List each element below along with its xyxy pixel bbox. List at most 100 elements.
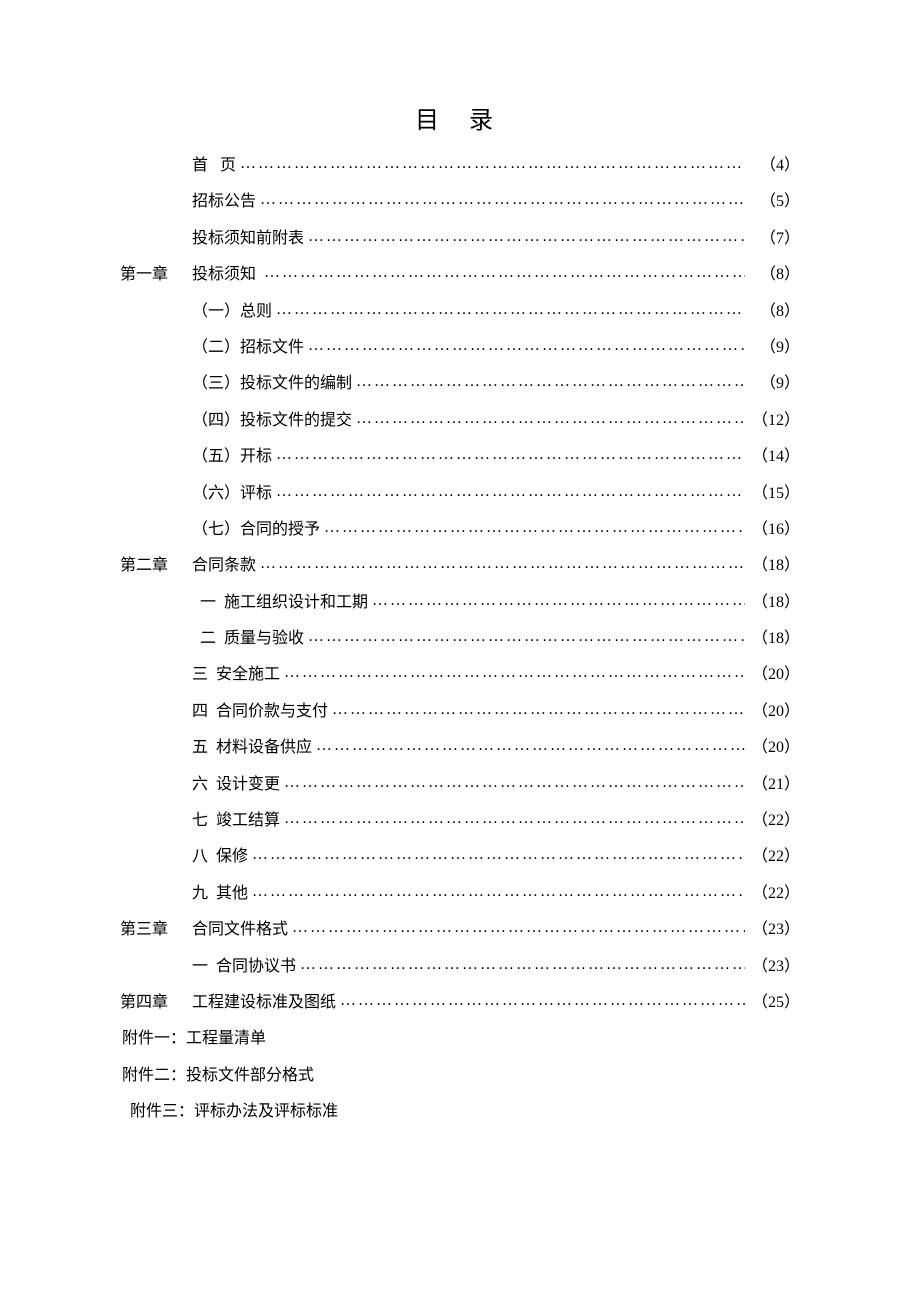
toc-page: （22） [745, 883, 800, 905]
toc-page: （21） [745, 774, 800, 796]
toc-row: （七）合同的授予……………………………………………………………………………………… [120, 519, 800, 541]
toc-dots: …………………………………………………………………………………………………………… [236, 153, 745, 175]
toc-page: （20） [745, 701, 800, 723]
toc-page: （8） [745, 264, 800, 286]
toc-row: 一 施工组织设计和工期……………………………………………………………………………… [120, 592, 800, 614]
toc-row: 八 保修………………………………………………………………………………………………… [120, 846, 800, 868]
toc-row: 招标公告………………………………………………………………………………………………… [120, 191, 800, 213]
toc-page: （9） [745, 373, 800, 395]
toc-label: 一 合同协议书 [192, 956, 296, 978]
toc-label: 合同条款 [192, 555, 256, 577]
toc-page: （16） [745, 519, 800, 541]
toc-row: （四）投标文件的提交………………………………………………………………………………… [120, 410, 800, 432]
toc-dots: …………………………………………………………………………………………………………… [256, 189, 745, 211]
toc-page: （22） [745, 810, 800, 832]
toc-dots: …………………………………………………………………………………………………………… [304, 335, 745, 357]
toc-row: 第二章合同条款………………………………………………………………………………………… [120, 555, 800, 577]
toc-label: （六）评标 [192, 483, 272, 505]
toc-label: 五 材料设备供应 [192, 737, 312, 759]
toc-row: 五 材料设备供应……………………………………………………………………………………… [120, 737, 800, 759]
toc-label: （三）投标文件的编制 [192, 373, 352, 395]
toc-page: （23） [745, 956, 800, 978]
toc-dots: …………………………………………………………………………………………………………… [272, 481, 745, 503]
toc-page: （5） [745, 191, 800, 213]
toc-label: 工程建设标准及图纸 [192, 992, 336, 1014]
toc-label: 一 施工组织设计和工期 [192, 592, 368, 614]
toc-row: 四 合同价款与支付…………………………………………………………………………………… [120, 701, 800, 723]
toc-row: （一）总则……………………………………………………………………………………………… [120, 301, 800, 323]
toc-dots: …………………………………………………………………………………………………………… [328, 699, 745, 721]
toc-chapter: 第一章 [120, 264, 192, 286]
toc-label: （四）投标文件的提交 [192, 410, 352, 432]
toc-page: （12） [745, 410, 800, 432]
toc-dots: …………………………………………………………………………………………………………… [272, 299, 745, 321]
toc-row: 二 质量与验收………………………………………………………………………………………… [120, 628, 800, 650]
toc-label: 九 其他 [192, 883, 248, 905]
toc-list: 首 页…………………………………………………………………………………………………… [120, 155, 800, 1014]
toc-label: 六 设计变更 [192, 774, 280, 796]
toc-row: （二）招标文件………………………………………………………………………………………… [120, 337, 800, 359]
toc-dots: …………………………………………………………………………………………………………… [352, 371, 745, 393]
toc-page: （20） [745, 664, 800, 686]
toc-page: （4） [745, 155, 800, 177]
toc-dots: …………………………………………………………………………………………………………… [304, 626, 745, 648]
toc-row: 第四章工程建设标准及图纸…………………………………………………………………………… [120, 992, 800, 1014]
toc-label: 七 竣工结算 [192, 810, 280, 832]
appendix-list: 附件一：工程量清单附件二：投标文件部分格式附件三：评标办法及评标标准 [120, 1028, 800, 1123]
toc-row: 首 页…………………………………………………………………………………………………… [120, 155, 800, 177]
toc-row: 七 竣工结算…………………………………………………………………………………………… [120, 810, 800, 832]
toc-row: （五）开标……………………………………………………………………………………………… [120, 446, 800, 468]
toc-dots: …………………………………………………………………………………………………………… [296, 954, 745, 976]
toc-page: （18） [745, 628, 800, 650]
toc-dots: …………………………………………………………………………………………………………… [248, 881, 745, 903]
toc-label: 投标须知前附表 [192, 228, 304, 250]
toc-label: 合同文件格式 [192, 919, 288, 941]
appendix-row: 附件二：投标文件部分格式 [120, 1065, 800, 1087]
toc-chapter: 第四章 [120, 992, 192, 1014]
appendix-row: 附件三：评标办法及评标标准 [120, 1101, 800, 1123]
toc-dots: …………………………………………………………………………………………………………… [304, 226, 745, 248]
toc-page: （18） [745, 592, 800, 614]
toc-page: （25） [745, 992, 800, 1014]
toc-dots: …………………………………………………………………………………………………………… [272, 444, 745, 466]
toc-dots: …………………………………………………………………………………………………………… [248, 844, 745, 866]
toc-row: 六 设计变更…………………………………………………………………………………………… [120, 774, 800, 796]
toc-dots: …………………………………………………………………………………………………………… [256, 553, 745, 575]
toc-row: 第一章投标须知 ……………………………………………………………………………………… [120, 264, 800, 286]
toc-chapter: 第二章 [120, 555, 192, 577]
toc-dots: …………………………………………………………………………………………………………… [288, 917, 745, 939]
toc-page: （7） [745, 228, 800, 250]
toc-dots: …………………………………………………………………………………………………………… [280, 772, 745, 794]
toc-chapter: 第三章 [120, 919, 192, 941]
toc-row: （六）评标……………………………………………………………………………………………… [120, 483, 800, 505]
toc-page: （8） [745, 301, 800, 323]
toc-page: （14） [745, 446, 800, 468]
toc-dots: …………………………………………………………………………………………………………… [368, 590, 745, 612]
toc-label: （二）招标文件 [192, 337, 304, 359]
toc-label: 四 合同价款与支付 [192, 701, 328, 723]
toc-label: （七）合同的授予 [192, 519, 320, 541]
toc-label: 投标须知 [192, 264, 260, 286]
toc-label: （一）总则 [192, 301, 272, 323]
toc-label: 招标公告 [192, 191, 256, 213]
toc-row: 第三章合同文件格式…………………………………………………………………………………… [120, 919, 800, 941]
toc-row: 投标须知前附表………………………………………………………………………………………… [120, 228, 800, 250]
toc-dots: …………………………………………………………………………………………………………… [280, 808, 745, 830]
toc-dots: …………………………………………………………………………………………………………… [280, 662, 745, 684]
toc-dots: …………………………………………………………………………………………………………… [320, 517, 745, 539]
toc-page: （23） [745, 919, 800, 941]
toc-row: 三 安全施工…………………………………………………………………………………………… [120, 664, 800, 686]
toc-row: （三）投标文件的编制………………………………………………………………………………… [120, 373, 800, 395]
toc-dots: …………………………………………………………………………………………………………… [260, 262, 745, 284]
toc-page: （9） [745, 337, 800, 359]
toc-label: 二 质量与验收 [192, 628, 304, 650]
toc-row: 九 其他………………………………………………………………………………………………… [120, 883, 800, 905]
toc-page: （20） [745, 737, 800, 759]
toc-row: 一 合同协议书………………………………………………………………………………………… [120, 956, 800, 978]
toc-page: （22） [745, 846, 800, 868]
toc-title: 目 录 [120, 100, 800, 135]
toc-label: 八 保修 [192, 846, 248, 868]
toc-dots: …………………………………………………………………………………………………………… [312, 735, 745, 757]
toc-label: 首 页 [192, 155, 236, 177]
toc-label: 三 安全施工 [192, 664, 280, 686]
